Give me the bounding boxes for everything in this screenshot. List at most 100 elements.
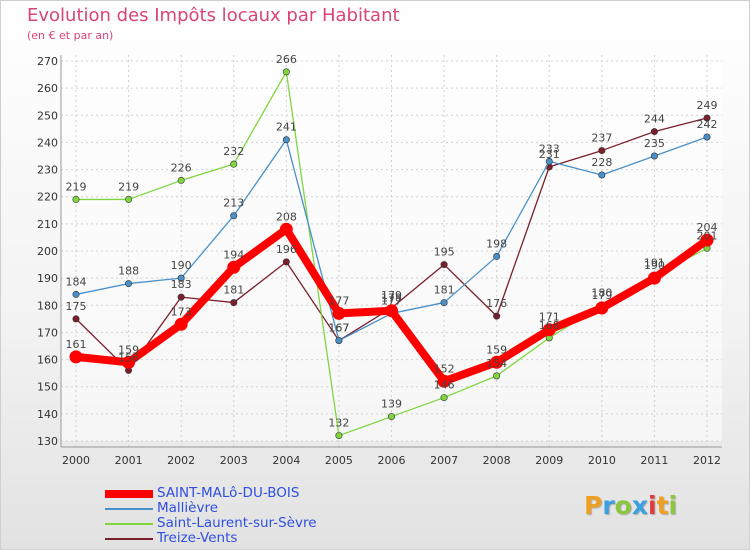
plot-area xyxy=(61,55,722,441)
series-saint-laurent-point xyxy=(230,160,238,168)
x-tick-label: 2009 xyxy=(535,454,563,467)
y-tick-label: 190 xyxy=(37,272,58,285)
series-saint-laurent-point xyxy=(493,372,501,380)
logo-letter: i xyxy=(668,491,678,520)
x-tick-label: 2012 xyxy=(693,454,721,467)
series-saint-malo-point xyxy=(279,222,293,236)
series-mallievre-data-label: 242 xyxy=(697,118,718,131)
series-saint-malo-data-label: 152 xyxy=(434,362,455,375)
series-saint-malo-point xyxy=(490,355,504,369)
series-saint-malo-data-label: 171 xyxy=(539,311,560,324)
series-treize-vents-data-label: 156 xyxy=(118,351,139,364)
series-saint-laurent-data-label: 139 xyxy=(381,398,402,411)
x-tick-label: 2006 xyxy=(378,454,406,467)
x-tick-label: 2002 xyxy=(167,454,195,467)
series-saint-laurent-data-label: 232 xyxy=(223,145,244,158)
series-saint-malo-point xyxy=(227,260,241,274)
series-treize-vents-data-label: 237 xyxy=(591,132,612,145)
series-mallievre-data-label: 167 xyxy=(328,322,349,335)
series-mallievre-data-label: 181 xyxy=(434,284,455,297)
proxiti-logo: Proxiti xyxy=(584,491,677,520)
series-treize-vents-point xyxy=(598,147,606,155)
y-tick-label: 160 xyxy=(37,354,58,367)
series-mallievre-point xyxy=(230,212,238,220)
y-tick-label: 250 xyxy=(37,109,58,122)
y-tick-label: 170 xyxy=(37,326,58,339)
series-mallievre-data-label: 233 xyxy=(539,142,560,155)
series-treize-vents-data-label: 175 xyxy=(66,300,87,313)
series-mallievre-data-label: 228 xyxy=(591,156,612,169)
legend-label-treize-vents: Treize-Vents xyxy=(157,530,238,546)
x-tick-label: 2008 xyxy=(483,454,511,467)
series-saint-malo-point xyxy=(174,317,188,331)
series-treize-vents-data-label: 195 xyxy=(434,246,455,259)
x-tick-label: 2001 xyxy=(115,454,143,467)
series-treize-vents-point xyxy=(177,293,185,301)
series-saint-laurent-data-label: 132 xyxy=(328,417,349,430)
series-treize-vents-data-label: 179 xyxy=(381,289,402,302)
series-treize-vents-point xyxy=(440,261,448,269)
series-treize-vents-data-label: 196 xyxy=(276,243,297,256)
chart-title: Evolution des Impôts locaux par Habitant xyxy=(27,5,400,26)
series-saint-malo-data-label: 190 xyxy=(644,259,665,272)
series-treize-vents-point xyxy=(230,299,238,307)
series-saint-laurent-point xyxy=(177,176,185,184)
y-tick-label: 220 xyxy=(37,191,58,204)
series-treize-vents-point xyxy=(493,312,501,320)
series-saint-laurent-data-label: 226 xyxy=(171,161,192,174)
series-mallievre-data-label: 213 xyxy=(223,197,244,210)
chart-subtitle: (en € et par an) xyxy=(27,29,114,42)
x-tick-label: 2004 xyxy=(272,454,300,467)
x-tick-label: 2007 xyxy=(430,454,458,467)
x-tick-label: 2011 xyxy=(640,454,668,467)
logo-letter: P xyxy=(584,491,603,520)
series-saint-malo-point xyxy=(595,301,609,315)
y-tick-label: 130 xyxy=(37,435,58,448)
legend-swatch-treize-vents xyxy=(105,538,153,540)
y-tick-label: 200 xyxy=(37,245,58,258)
y-tick-label: 180 xyxy=(37,299,58,312)
series-mallievre-point xyxy=(282,136,290,144)
series-saint-laurent-point xyxy=(72,195,80,203)
logo-letter: o xyxy=(614,491,632,520)
series-saint-malo-data-label: 173 xyxy=(171,305,192,318)
y-tick-label: 270 xyxy=(37,55,58,68)
legend-swatch-saint-malo xyxy=(105,490,153,498)
series-mallievre-data-label: 188 xyxy=(118,265,139,278)
y-tick-label: 150 xyxy=(37,381,58,394)
y-tick-label: 260 xyxy=(37,82,58,95)
series-saint-laurent-data-label: 168 xyxy=(539,319,560,332)
series-treize-vents-data-label: 176 xyxy=(486,297,507,310)
series-saint-malo-data-label: 161 xyxy=(66,338,87,351)
legend-swatch-saint-laurent xyxy=(105,523,153,525)
series-mallievre-data-label: 184 xyxy=(66,275,87,288)
series-saint-malo-point xyxy=(122,355,136,369)
series-saint-laurent-point xyxy=(282,68,290,76)
series-treize-vents-data-label: 249 xyxy=(697,99,718,112)
series-mallievre-data-label: 198 xyxy=(486,237,507,250)
series-saint-malo-data-label: 177 xyxy=(328,294,349,307)
series-saint-malo-point xyxy=(385,304,398,318)
legend-label-saint-malo: SAINT-MALô-DU-BOIS xyxy=(157,485,300,501)
series-saint-malo-data-label: 179 xyxy=(591,289,612,302)
series-saint-laurent-data-label: 201 xyxy=(697,229,718,242)
series-saint-laurent-data-label: 191 xyxy=(644,256,665,269)
series-treize-vents-point xyxy=(703,114,711,122)
series-saint-malo-point xyxy=(69,350,83,364)
series-treize-vents-point xyxy=(282,258,290,266)
x-tick-label: 2003 xyxy=(220,454,248,467)
series-mallievre-data-label: 235 xyxy=(644,137,665,150)
x-tick-label: 2005 xyxy=(325,454,353,467)
series-mallievre-data-label: 190 xyxy=(171,259,192,272)
y-tick-label: 240 xyxy=(37,136,58,149)
x-tick-label: 2010 xyxy=(588,454,616,467)
series-mallievre-point xyxy=(493,252,501,260)
x-tick-label: 2000 xyxy=(62,454,90,467)
series-saint-malo-data-label: 204 xyxy=(697,221,718,234)
logo-letter: x xyxy=(631,491,648,520)
series-treize-vents-data-label: 183 xyxy=(171,278,192,291)
series-mallievre-point xyxy=(650,152,658,160)
series-mallievre-point xyxy=(177,274,185,282)
series-saint-malo-point xyxy=(647,271,661,285)
series-mallievre-point xyxy=(703,133,711,141)
